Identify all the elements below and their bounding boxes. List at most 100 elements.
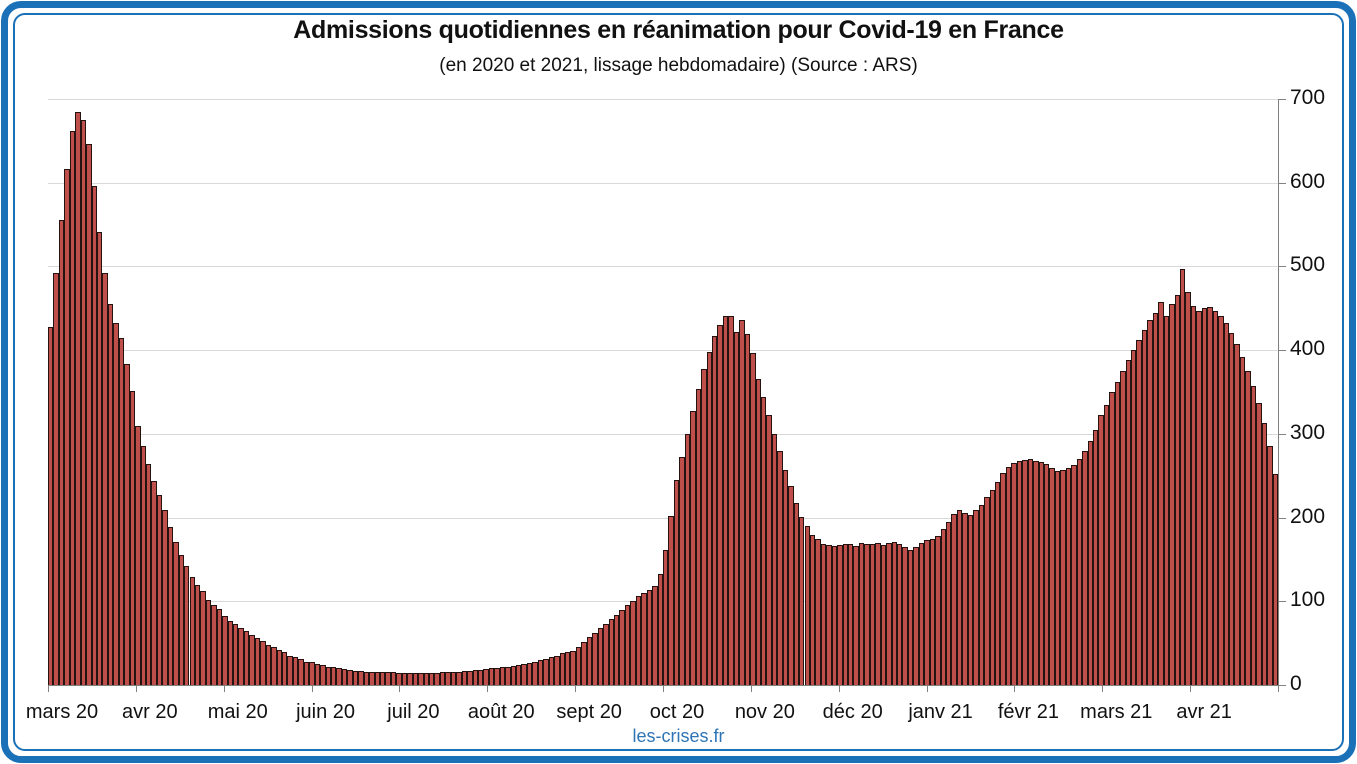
- bar: [336, 668, 342, 685]
- bar: [80, 119, 87, 685]
- bar: [1131, 350, 1137, 685]
- bar: [918, 542, 925, 685]
- bar: [1027, 458, 1034, 685]
- gridline-400: [48, 350, 1278, 352]
- bar: [385, 672, 391, 685]
- gridline-600: [48, 182, 1278, 184]
- bar: [434, 673, 440, 685]
- bar: [276, 649, 283, 685]
- bar: [200, 591, 206, 685]
- x-axis-tick: [750, 686, 752, 692]
- bar: [673, 479, 680, 685]
- bar: [1196, 310, 1202, 685]
- bar: [118, 338, 125, 685]
- bar: [396, 673, 402, 685]
- bar: [799, 516, 805, 685]
- x-axis-label-11: janv 21: [908, 701, 973, 723]
- y-axis-label-0: 0: [1290, 672, 1302, 695]
- y-axis-tick: [1279, 182, 1286, 184]
- bar: [53, 273, 59, 685]
- x-axis-tick: [399, 686, 401, 692]
- bar: [205, 600, 212, 685]
- x-axis-label-1: mars 20: [25, 701, 99, 723]
- bar: [222, 615, 228, 685]
- bar: [570, 650, 576, 685]
- x-axis-label-7: sept 20: [556, 701, 622, 723]
- bar: [1207, 306, 1213, 685]
- bar: [1141, 330, 1148, 685]
- bar: [102, 273, 108, 685]
- bar: [1261, 422, 1268, 685]
- bar: [1201, 308, 1208, 685]
- x-axis-label-14: avr 21: [1176, 701, 1232, 723]
- bar: [760, 397, 767, 685]
- bar: [1256, 402, 1262, 685]
- bar: [412, 673, 419, 685]
- bar: [86, 144, 92, 685]
- bar: [1212, 310, 1219, 685]
- bar: [951, 514, 957, 685]
- bar: [1120, 371, 1126, 685]
- bar: [831, 546, 838, 685]
- bar: [456, 671, 462, 685]
- bar: [211, 604, 217, 685]
- gridline-300: [48, 433, 1278, 435]
- x-axis-label-4: juin 20: [296, 701, 356, 723]
- bar: [668, 515, 674, 685]
- bar: [1011, 463, 1017, 685]
- bar: [227, 620, 234, 685]
- bar: [1174, 294, 1181, 685]
- bar: [559, 653, 566, 685]
- bar: [782, 469, 789, 685]
- bar: [260, 641, 266, 685]
- bar: [886, 542, 892, 685]
- bar: [820, 543, 827, 685]
- bar: [1060, 469, 1066, 685]
- bar: [516, 664, 522, 685]
- bar: [973, 510, 979, 685]
- x-axis-label-13: mars 21: [1080, 701, 1153, 723]
- bar: [1016, 461, 1023, 685]
- page-subtitle: (en 2020 et 2021, lissage hebdomadaire) …: [439, 55, 918, 76]
- bar: [265, 644, 272, 685]
- bar: [728, 315, 734, 685]
- bar: [543, 659, 549, 685]
- bar: [1043, 464, 1050, 685]
- y-axis-label-100: 100: [1290, 588, 1326, 612]
- y-axis-tick: [1279, 685, 1286, 686]
- footer-link[interactable]: les-crises.fr: [632, 726, 725, 746]
- bar: [875, 542, 881, 685]
- bar: [1223, 323, 1229, 685]
- y-axis-label-200: 200: [1290, 504, 1326, 528]
- x-axis-label-3: mai 20: [207, 701, 268, 723]
- bar: [690, 411, 696, 685]
- bar: [940, 529, 946, 685]
- bar: [652, 586, 658, 685]
- bar: [608, 618, 614, 685]
- bar: [140, 445, 146, 685]
- x-axis-label-9: nov 20: [734, 701, 795, 723]
- x-axis-tick: [575, 686, 577, 692]
- bar: [1158, 301, 1164, 685]
- bar: [238, 628, 244, 685]
- bar: [1147, 320, 1153, 685]
- bar: [216, 608, 223, 685]
- bar: [505, 666, 511, 685]
- bar: [75, 111, 81, 685]
- x-axis-label-12: févr 21: [997, 701, 1059, 723]
- bar: [162, 510, 168, 685]
- bar: [320, 664, 326, 685]
- bar: [1163, 315, 1170, 685]
- bar: [1152, 313, 1159, 685]
- bar: [750, 352, 756, 685]
- bar: [309, 662, 315, 685]
- bar: [461, 670, 468, 685]
- bar: [1049, 468, 1055, 685]
- bar: [145, 464, 152, 685]
- bar: [483, 669, 489, 685]
- bar: [135, 426, 141, 685]
- bar: [586, 637, 593, 685]
- bar: [755, 378, 761, 685]
- bar: [494, 668, 500, 685]
- bar: [194, 585, 201, 685]
